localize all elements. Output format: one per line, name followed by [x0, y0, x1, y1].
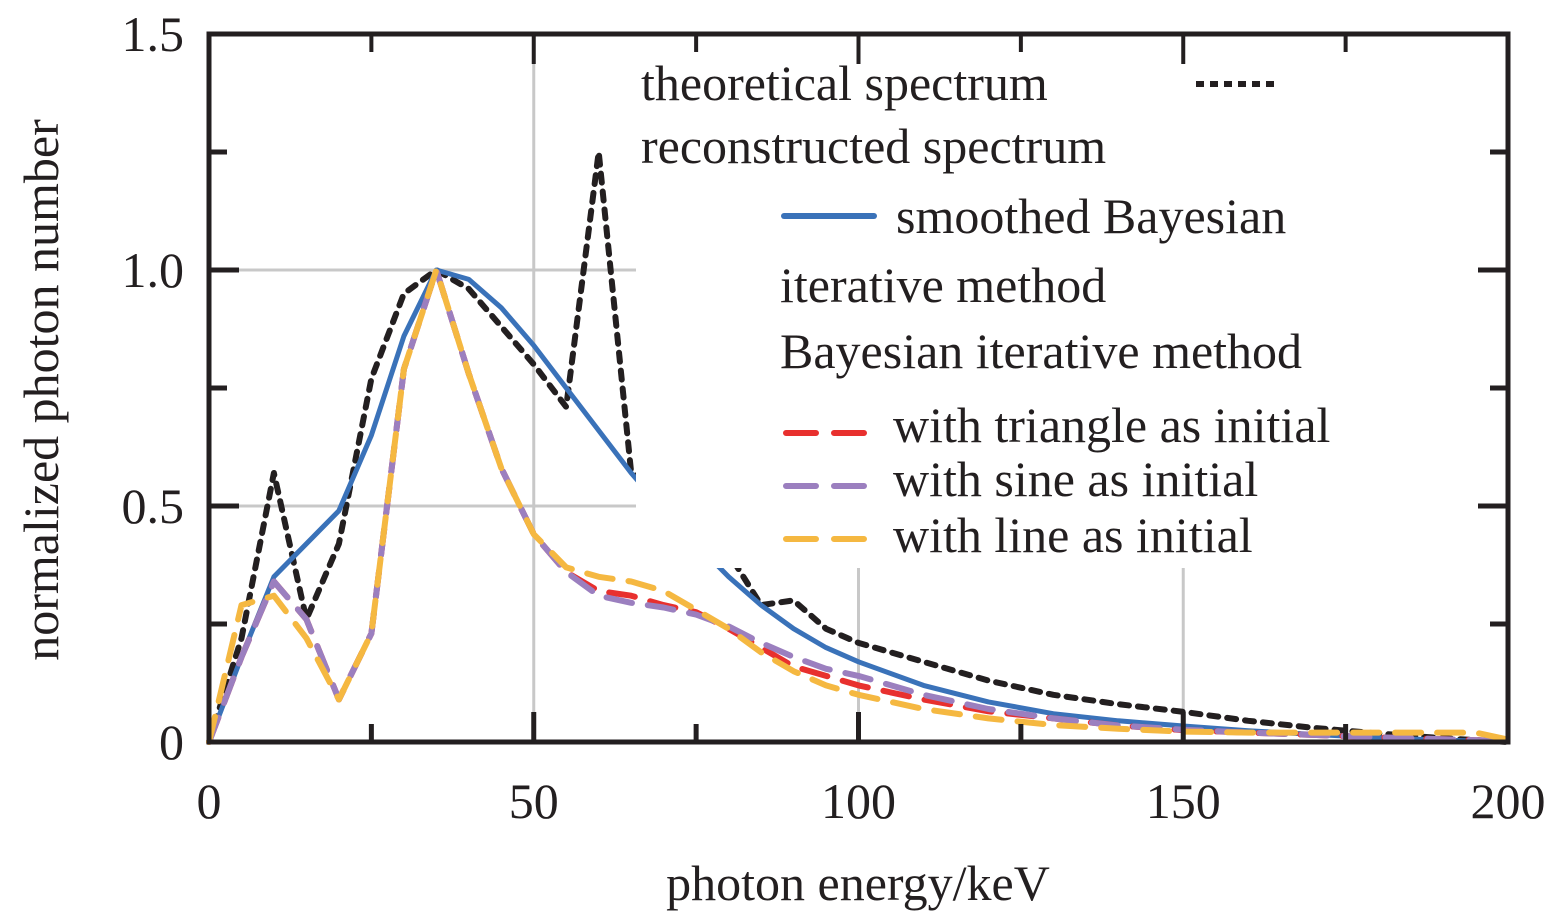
series-with-line-as-initial — [206, 267, 1511, 745]
y-tick-label: 0 — [159, 714, 184, 770]
legend-label-triangle: with triangle as initial — [893, 397, 1330, 453]
legend: theoretical spectrum reconstructed spect… — [636, 46, 1496, 568]
x-tick-label: 200 — [1471, 773, 1546, 829]
y-tick-label: 1.0 — [122, 242, 185, 298]
y-tick-label: 0.5 — [122, 478, 185, 534]
y-axis-title: normalized photon number — [13, 119, 69, 661]
axes — [206, 31, 1511, 745]
x-axis-title: photon energy/keV — [666, 855, 1050, 911]
legend-label-bayes-header: Bayesian iterative method — [780, 323, 1302, 379]
x-tick-label: 150 — [1146, 773, 1221, 829]
y-tick-label: 1.5 — [122, 6, 185, 62]
legend-background — [636, 46, 1496, 568]
legend-label-line: with line as initial — [893, 507, 1253, 563]
x-tick-label: 100 — [821, 773, 896, 829]
legend-header-reconstructed: reconstructed spectrum — [641, 118, 1106, 174]
legend-label-smoothed-2: iterative method — [780, 257, 1106, 313]
x-tick-label: 0 — [197, 773, 222, 829]
legend-label-sine: with sine as initial — [893, 451, 1258, 507]
tick-labels: 0 50 100 150 200 0 0.5 1.0 1.5 — [122, 6, 1546, 829]
legend-label-smoothed-1: smoothed Bayesian — [896, 188, 1286, 244]
x-tick-label: 50 — [509, 773, 559, 829]
legend-header-theoretical: theoretical spectrum — [641, 55, 1048, 111]
